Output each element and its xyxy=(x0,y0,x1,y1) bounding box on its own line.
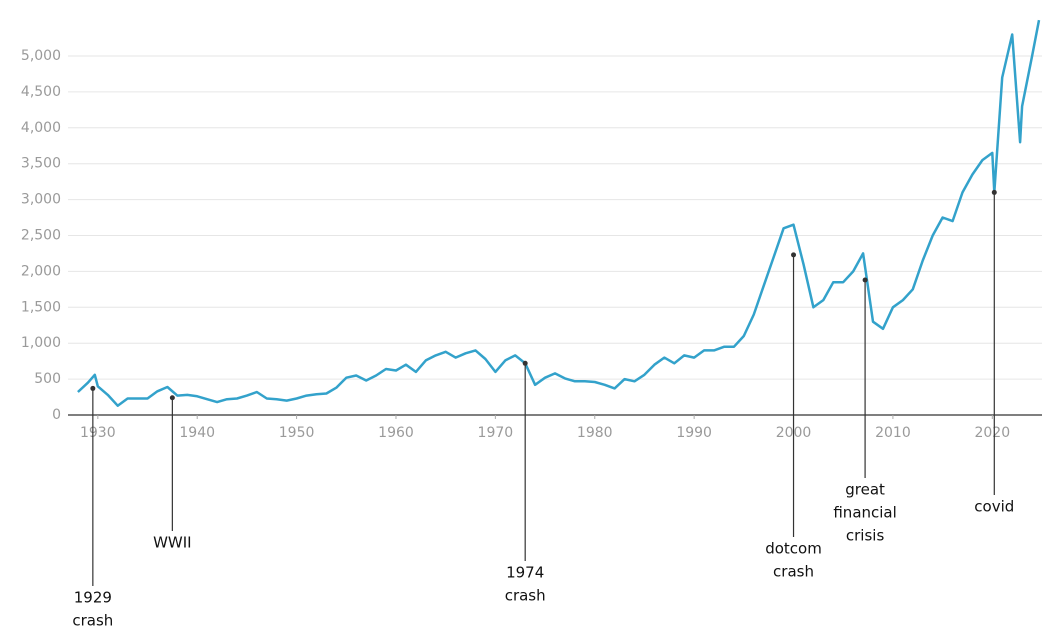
annotation-label: crisis xyxy=(846,527,885,545)
x-tick-label: 1940 xyxy=(179,425,215,441)
annotation-label: financial xyxy=(833,504,896,522)
y-tick-label: 2,000 xyxy=(21,263,61,279)
y-tick-label: 500 xyxy=(34,371,61,387)
annotation-label: crash xyxy=(773,563,814,581)
annotation-label: dotcom xyxy=(765,540,822,558)
y-tick-label: 3,000 xyxy=(21,192,61,208)
y-tick-label: 4,500 xyxy=(21,84,61,100)
annotation-label: crash xyxy=(72,612,113,630)
y-tick-label: 4,000 xyxy=(21,120,61,136)
y-tick-label: 5,000 xyxy=(21,48,61,64)
y-tick-label: 1,000 xyxy=(21,335,61,351)
y-tick-label: 3,500 xyxy=(21,156,61,172)
x-tick-label: 1990 xyxy=(676,425,712,441)
annotation-label: great xyxy=(845,481,885,499)
annotation-point xyxy=(169,395,175,401)
x-tick-label: 1930 xyxy=(80,425,116,441)
annotation-label: 1974 xyxy=(506,564,544,582)
annotation-point xyxy=(791,252,797,258)
price-line xyxy=(77,19,1041,407)
y-tick-label: 2,500 xyxy=(21,228,61,244)
annotation-label: crash xyxy=(505,587,546,605)
annotation-point xyxy=(991,189,997,195)
x-tick-label: 1970 xyxy=(478,425,514,441)
annotation-label: WWII xyxy=(153,534,192,552)
annotation-point xyxy=(522,360,528,366)
annotation-point xyxy=(862,277,868,283)
annotation-label: covid xyxy=(974,498,1014,516)
y-tick-label: 1,500 xyxy=(21,299,61,315)
y-tick-label: 0 xyxy=(52,407,61,423)
x-tick-label: 1980 xyxy=(577,425,613,441)
x-tick-label: 2020 xyxy=(974,425,1010,441)
x-tick-label: 1950 xyxy=(279,425,315,441)
annotation-point xyxy=(90,385,96,391)
annotation-label: 1929 xyxy=(74,589,112,607)
x-tick-label: 1960 xyxy=(378,425,414,441)
x-tick-label: 2010 xyxy=(875,425,911,441)
